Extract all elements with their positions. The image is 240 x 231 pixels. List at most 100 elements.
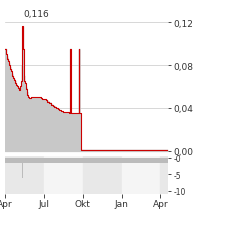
Bar [6,158,7,163]
Bar [47,158,48,163]
Bar [137,158,138,163]
Bar [102,158,103,163]
Bar [20,158,21,163]
Bar [92,158,93,163]
Bar [88,158,89,163]
Bar [125,158,126,163]
Bar [83,157,121,194]
Bar [155,158,156,163]
Bar [18,158,19,163]
Bar [36,158,37,163]
Bar [165,158,166,163]
Bar [136,158,137,163]
Bar [124,158,125,163]
Bar [166,158,167,163]
Bar [60,158,61,163]
Bar [74,158,75,163]
Bar [152,158,153,163]
Bar [62,158,63,163]
Bar [44,158,45,163]
Bar [148,158,149,163]
Bar [156,158,157,163]
Bar [77,158,78,163]
Bar [81,158,82,163]
Bar [161,158,162,163]
Bar [38,158,39,163]
Bar [139,158,140,163]
Bar [89,158,90,163]
Bar [28,158,29,163]
Bar [106,158,107,163]
Bar [65,158,66,163]
Bar [122,158,123,163]
Bar [56,158,57,163]
Bar [82,158,83,163]
Bar [110,158,111,163]
Bar [158,158,159,163]
Bar [5,158,6,163]
Bar [72,158,73,163]
Bar [146,158,147,163]
Bar [16,158,17,163]
Bar [68,158,69,163]
Bar [157,158,158,163]
Bar [10,158,11,163]
Bar [104,158,105,163]
Bar [144,158,145,163]
Bar [66,158,67,163]
Bar [58,158,59,163]
Bar [127,158,128,163]
Bar [46,158,47,163]
Bar [35,158,36,163]
Bar [90,158,91,163]
Bar [154,158,155,163]
Bar [116,158,117,163]
Bar [117,158,118,163]
Bar [17,158,18,163]
Bar [86,158,87,163]
Bar [73,158,74,163]
Bar [113,158,114,163]
Bar [61,158,62,163]
Bar [41,158,42,163]
Bar [55,158,56,163]
Bar [91,158,92,163]
Bar [93,158,94,163]
Bar [103,158,104,163]
Bar [30,158,31,163]
Bar [138,158,139,163]
Bar [96,158,97,163]
Bar [76,158,77,163]
Bar [11,158,12,163]
Bar [59,158,60,163]
Bar [126,158,127,163]
Bar [130,158,131,163]
Bar [14,158,15,163]
Bar [121,157,161,194]
Bar [25,158,26,163]
Bar [100,158,101,163]
Bar [24,158,25,163]
Bar [167,158,168,163]
Bar [12,158,13,163]
Bar [32,158,33,163]
Bar [7,158,8,163]
Bar [49,158,50,163]
Bar [145,158,146,163]
Bar [27,158,28,163]
Bar [141,158,142,163]
Bar [45,158,46,163]
Bar [115,158,116,163]
Bar [75,158,76,163]
Bar [34,158,35,163]
Bar [29,158,30,163]
Bar [15,158,16,163]
Bar [164,158,165,163]
Bar [135,158,136,163]
Bar [121,158,122,163]
Bar [8,158,9,163]
Bar [22,158,23,178]
Bar [140,158,141,163]
Bar [44,157,83,194]
Bar [85,158,86,163]
